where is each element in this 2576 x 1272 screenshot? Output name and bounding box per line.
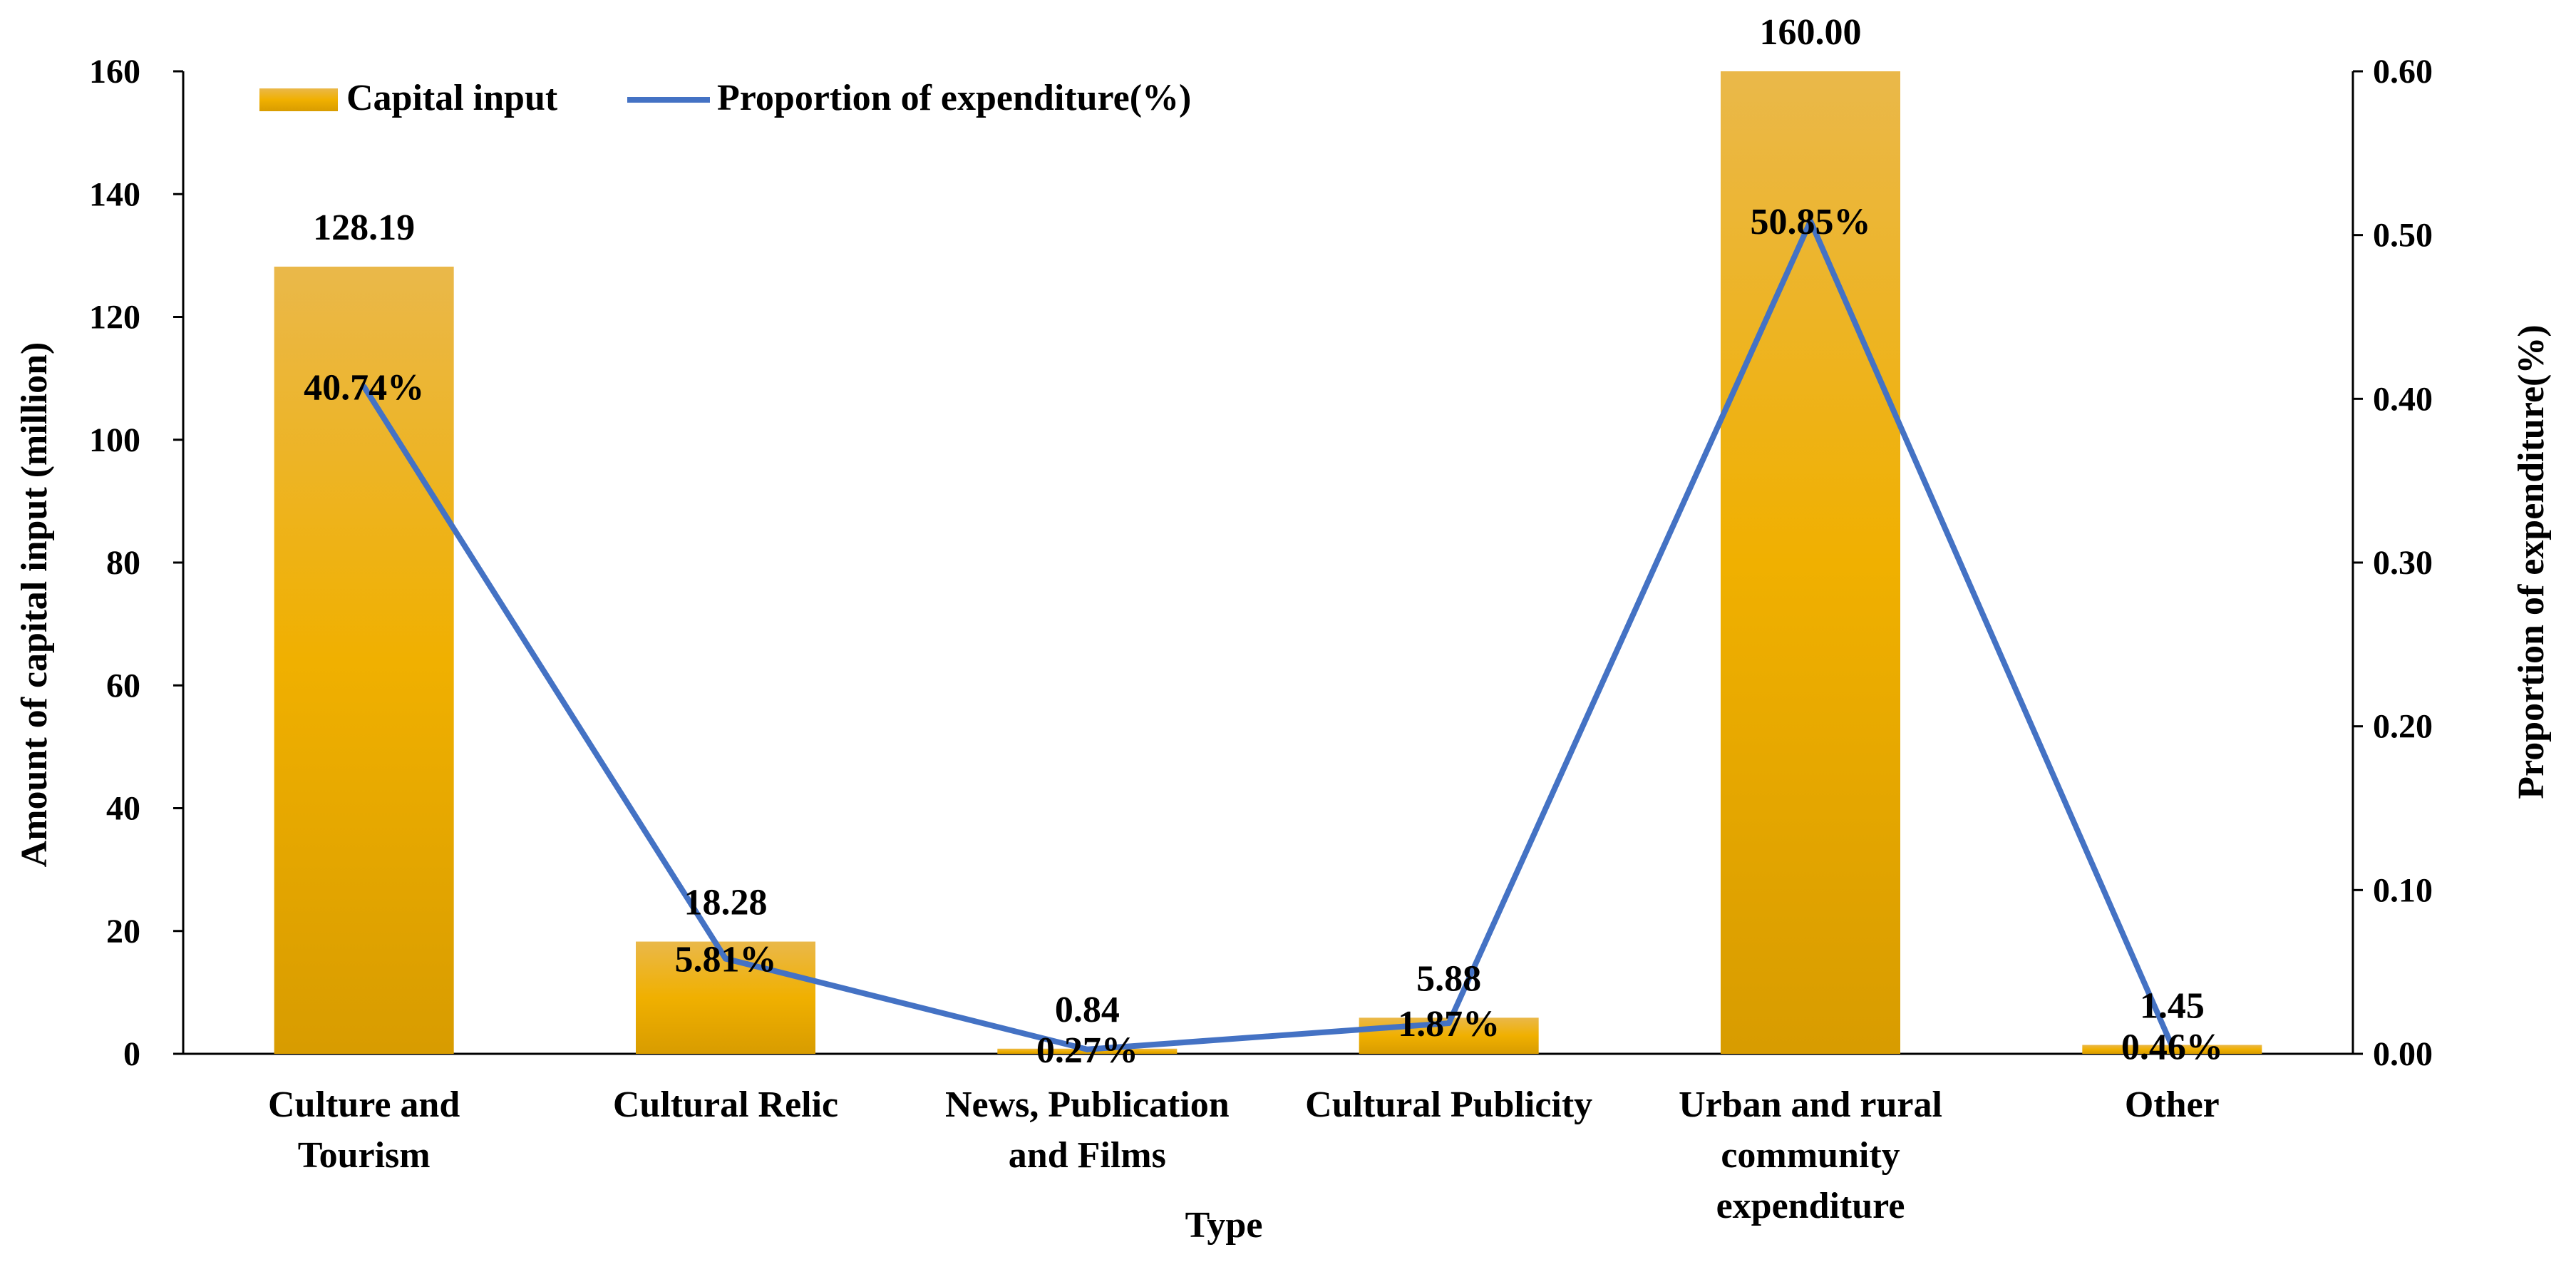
y2-axis-title: Proportion of expenditure(%) [2511,324,2552,799]
line-point [1084,1046,1091,1052]
x-tick-label: Urban and rural [1679,1084,1942,1125]
x-tick-label: community [1721,1135,1900,1176]
x-tick-label: Cultural Relic [613,1084,838,1125]
x-tick-label: Other [2125,1084,2220,1125]
line-data-label: 50.85% [1751,202,1871,242]
plot-area: 0 20 40 60 80 100 120 140 160 0.00 0.10 0.20 0.30 0.4… [89,53,2433,1226]
line-point [1808,218,1813,225]
y-tick-label: 100 [89,421,140,459]
bar-data-label: 128.19 [313,207,415,248]
y2-tick-label: 0.20 [2373,708,2433,746]
bar-data-label: 5.88 [1416,958,1481,999]
line-point [2169,1043,2175,1050]
line-point [361,384,367,390]
y-axis-title: Amount of capital input (million) [14,342,55,868]
x-tick-label: and Films [1009,1135,1166,1176]
x-axis-title: Type [1185,1205,1263,1246]
legend-label-bar: Capital input [346,78,558,118]
x-tick-label: Culture and [268,1084,460,1125]
line-data-label: 1.87% [1398,1004,1500,1045]
bar-data-label: 0.84 [1055,990,1120,1030]
bar-series [274,71,2262,1054]
y2-tick-label: 0.40 [2373,380,2433,418]
y-tick-label: 140 [89,175,140,213]
y2-tick-label: 0.50 [2373,217,2433,255]
line-path [361,218,2175,1052]
y-tick-label: 160 [89,53,140,91]
y-tick-label: 0 [123,1035,140,1073]
y-tick-label: 120 [89,299,140,337]
y-tick-label: 80 [106,544,140,582]
y-tick-label: 20 [106,913,140,950]
bar-data-label: 1.45 [2140,986,2205,1027]
x-tick-label: expenditure [1716,1186,1905,1226]
line-data-label: 0.46% [2121,1027,2223,1067]
line-series [361,218,2175,1052]
x-tick-label: Cultural Publicity [1305,1084,1592,1125]
y-tick-label: 40 [106,790,140,828]
line-data-label: 5.81% [675,940,777,980]
y2-tick-label: 0.10 [2373,871,2433,909]
line-data-label: 0.27% [1036,1030,1138,1071]
bar [274,266,454,1054]
y-tick-label: 60 [106,667,140,704]
legend: Capital input Proportion of expenditure(… [259,78,1191,118]
bar [2082,1045,2262,1054]
line-point [1446,1020,1452,1027]
bar-data-label: 18.28 [684,883,768,923]
data-labels: 128.19 18.28 0.84 5.88 160.00 1.45 40.74% 5.81%… [304,12,2223,1071]
bar-data-label: 160.00 [1760,12,1862,53]
y2-tick-label: 0.00 [2373,1035,2433,1073]
y2-tick-label: 0.60 [2373,53,2433,91]
line-data-label: 40.74% [304,367,424,408]
legend-label-line: Proportion of expenditure(%) [717,78,1191,118]
legend-swatch-bar [259,88,338,111]
x-tick-label: Tourism [298,1135,431,1176]
line-point [723,955,728,962]
bar [1721,71,1900,1054]
x-tick-label: News, Publication [945,1084,1230,1125]
y2-tick-label: 0.30 [2373,544,2433,582]
